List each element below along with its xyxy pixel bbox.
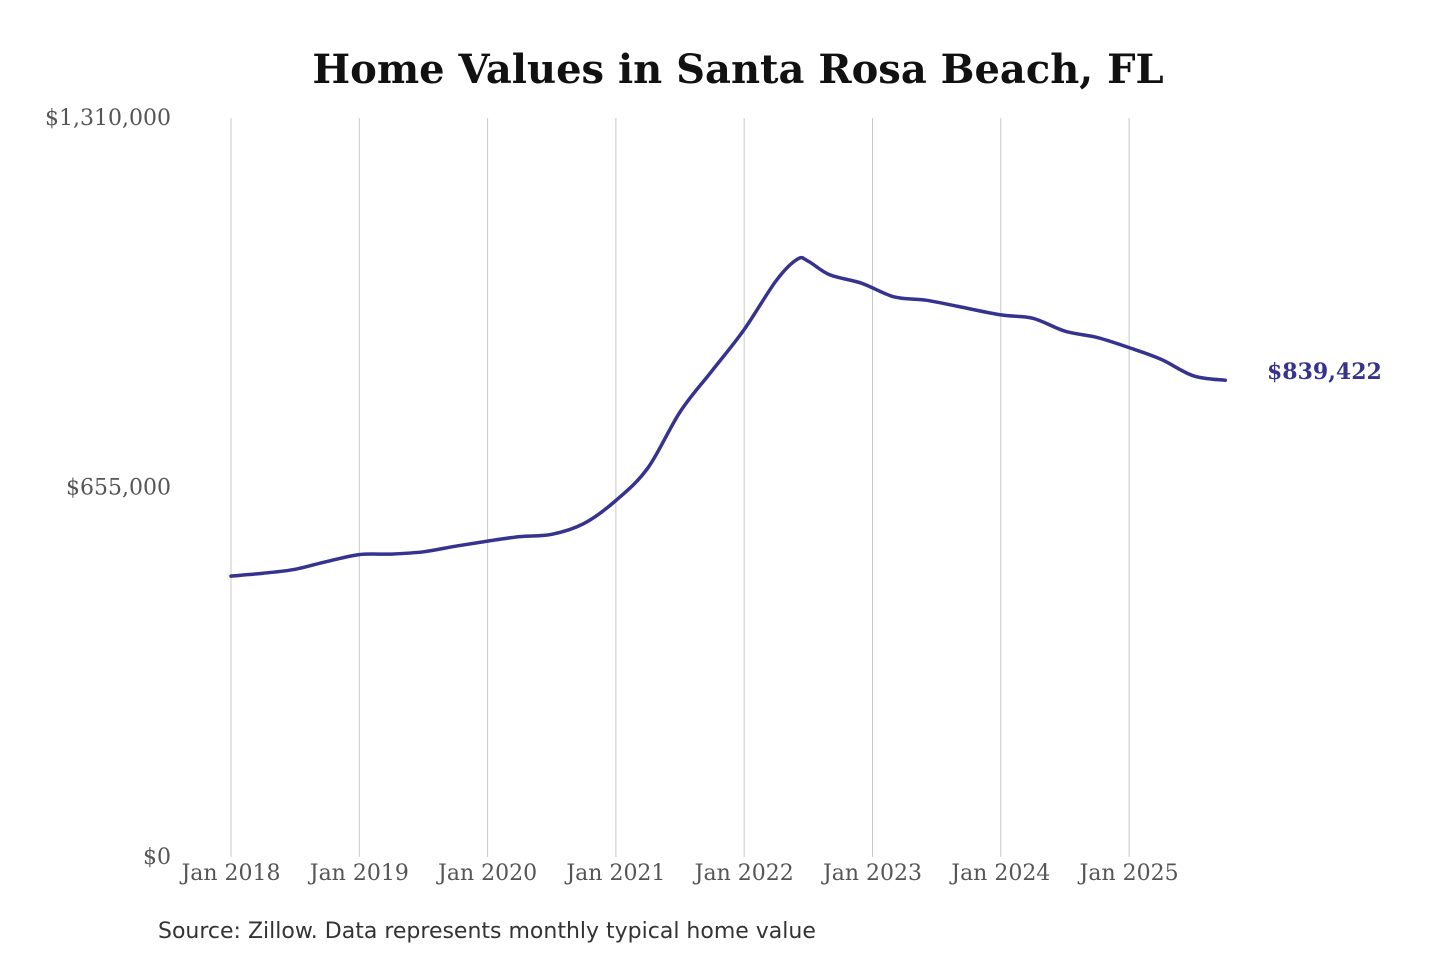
series-line-0: [229, 255, 1228, 578]
x-tick-label: Jan 2021: [564, 861, 665, 886]
data-point-2020-07: [550, 532, 554, 536]
data-point-2019-07: [422, 550, 426, 554]
data-point-2023-09: [956, 304, 960, 308]
x-tick-label: Jan 2024: [949, 861, 1050, 886]
x-tick-label: Jan 2019: [308, 861, 409, 886]
last-value-label: $839,422: [1267, 359, 1382, 385]
data-point-2022-04: [774, 279, 778, 283]
data-point-2024-10: [1095, 335, 1099, 339]
series-layer: [229, 255, 1228, 578]
data-point-2021-01: [614, 499, 618, 503]
data-point-2023-06: [924, 298, 928, 302]
source-note: Source: Zillow. Data represents monthly …: [158, 919, 816, 944]
data-point-2021-04: [646, 466, 650, 470]
data-point-2022-12: [860, 281, 864, 285]
y-tick-label: $655,000: [66, 476, 171, 501]
data-point-2025-04: [1159, 357, 1163, 361]
data-point-2019-01: [357, 553, 361, 557]
x-tick-label: Jan 2025: [1078, 861, 1179, 886]
data-point-2019-04: [389, 552, 393, 556]
data-point-2022-06: [796, 257, 800, 261]
y-axis-ticks: $0 $655,000 $1,310,000: [45, 106, 171, 870]
data-point-2020-01: [486, 539, 490, 543]
y-tick-label: $0: [143, 845, 171, 870]
data-point-2020-04: [518, 535, 522, 539]
data-point-2025-07: [1191, 374, 1195, 378]
data-point-2018-10: [325, 559, 329, 563]
data-point-2024-07: [1063, 329, 1067, 333]
x-axis-ticks: Jan 2018 Jan 2019 Jan 2020 Jan 2021 Jan 2022…: [179, 861, 1178, 886]
data-point-2018-01: [229, 574, 233, 578]
data-point-2021-10: [710, 369, 714, 373]
data-point-2020-10: [582, 522, 586, 526]
data-point-2022-01: [742, 328, 746, 332]
data-point-2025-10: [1223, 378, 1227, 382]
x-tick-label: Jan 2022: [693, 861, 794, 886]
data-point-2018-04: [261, 571, 265, 575]
data-point-2023-03: [892, 295, 896, 299]
chart-title: Home Values in Santa Rosa Beach, FL: [312, 46, 1163, 93]
x-tick-label: Jan 2020: [436, 861, 537, 886]
data-point-2022-09: [828, 273, 832, 277]
data-point-2022-07: [806, 259, 810, 263]
y-tick-label: $1,310,000: [45, 106, 171, 131]
data-point-2018-07: [293, 567, 297, 571]
gridlines: [230, 118, 1130, 857]
data-point-2025-01: [1127, 346, 1131, 350]
x-tick-label: Jan 2018: [179, 861, 280, 886]
data-point-2024-01: [999, 313, 1003, 317]
data-point-2024-04: [1031, 316, 1035, 320]
data-point-2021-07: [678, 410, 682, 414]
data-point-2019-10: [454, 544, 458, 548]
x-tick-label: Jan 2023: [821, 861, 922, 886]
